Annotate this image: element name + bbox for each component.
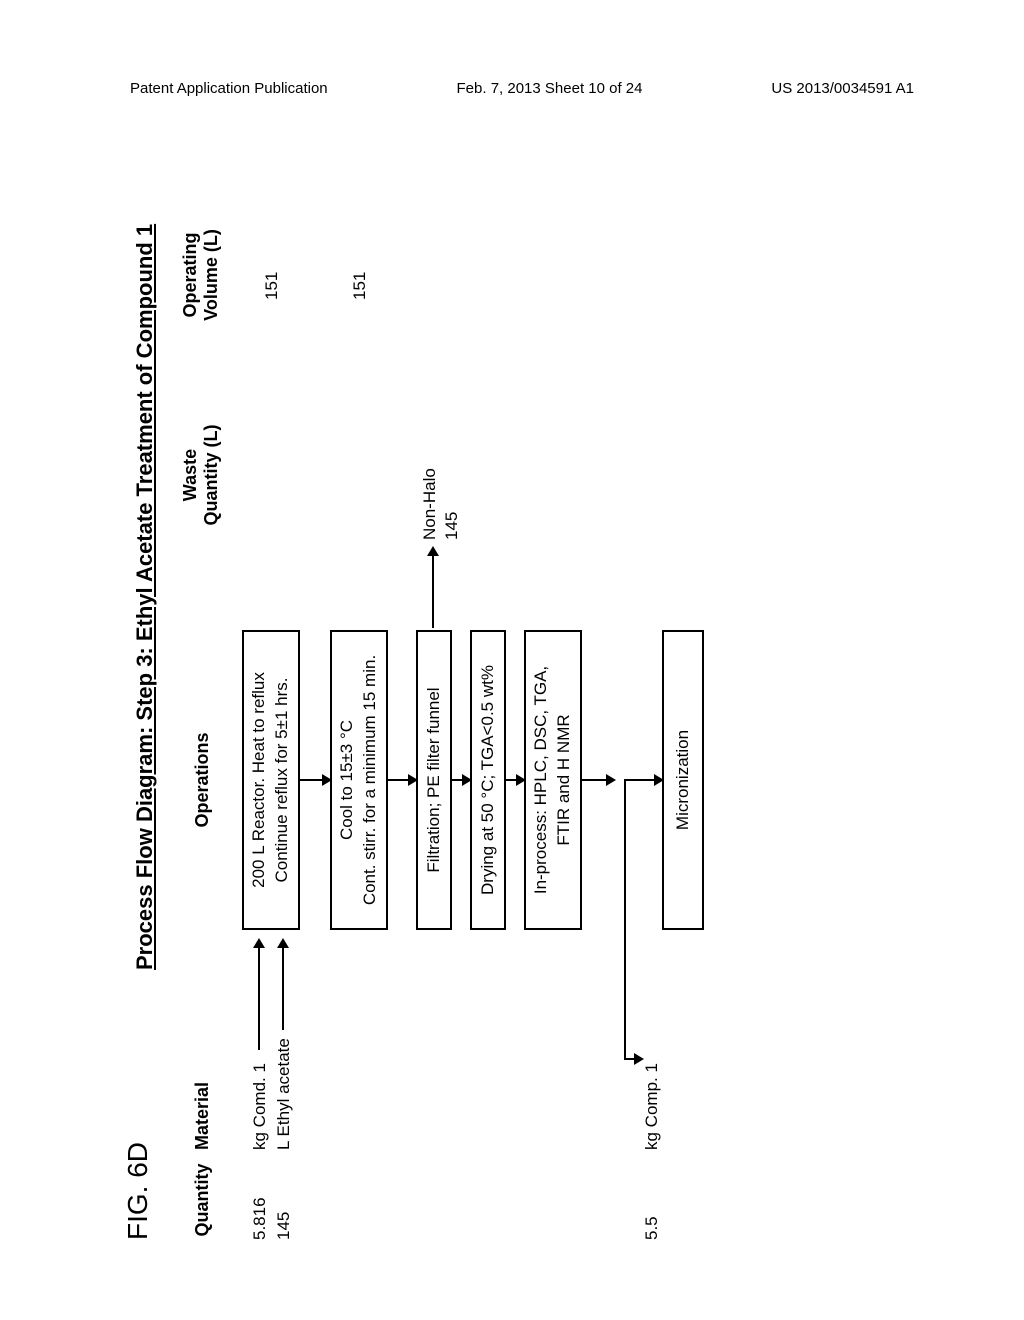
op6-line1: Micronization	[672, 730, 695, 830]
col-header-waste: Waste Quantity (L)	[180, 410, 222, 540]
page-header: Patent Application Publication Feb. 7, 2…	[0, 80, 1024, 97]
header-right: US 2013/0034591 A1	[771, 80, 914, 97]
col-header-operations: Operations	[192, 630, 213, 930]
arrow-op5-down	[582, 779, 614, 781]
output-mat: kg Comp. 1	[642, 1063, 662, 1150]
arrow-waste	[432, 548, 434, 628]
arrow-branch-down	[624, 1058, 642, 1060]
op5-line2: FTIR and H NMR	[553, 714, 576, 845]
col-header-material: Material	[192, 1030, 213, 1150]
waste-value: 145	[442, 512, 462, 540]
arrow-op5-op6	[624, 779, 662, 781]
header-center: Feb. 7, 2013 Sheet 10 of 24	[457, 80, 643, 97]
rotated-figure: FIG. 6D Process Flow Diagram: Step 3: Et…	[122, 160, 902, 1260]
op3-line1: Filtration; PE filter funnel	[423, 687, 446, 872]
opvol-1: 151	[350, 272, 370, 300]
col-header-operating: Operating Volume (L)	[180, 210, 222, 340]
op4-line1: Drying at 50 °C; TGA<0.5 wt%	[477, 665, 500, 895]
arrow-op1-op2	[300, 779, 330, 781]
diagram-title: Process Flow Diagram: Step 3: Ethyl Acet…	[132, 224, 158, 970]
op-box-1: 200 L Reactor. Heat to reflux Continue r…	[242, 630, 300, 930]
input-qty-1: 145	[274, 1212, 294, 1240]
opvol-0: 151	[262, 272, 282, 300]
figure-label: FIG. 6D	[122, 1142, 154, 1240]
header-left: Patent Application Publication	[130, 80, 328, 97]
arrow-op3-op4	[452, 779, 470, 781]
arrow-input-1	[282, 940, 284, 1030]
output-qty: 5.5	[642, 1216, 662, 1240]
op-box-3: Filtration; PE filter funnel	[416, 630, 452, 930]
input-mat-0: kg Comd. 1	[250, 1063, 270, 1150]
branch-horizontal	[624, 781, 626, 1060]
input-mat-1: L Ethyl acetate	[274, 1038, 294, 1150]
col-header-quantity: Quantity	[192, 1160, 213, 1240]
op1-line1: 200 L Reactor. Heat to reflux	[248, 672, 271, 888]
op5-line1: In-process: HPLC, DSC, TGA,	[530, 666, 553, 894]
op-box-5: In-process: HPLC, DSC, TGA, FTIR and H N…	[524, 630, 582, 930]
input-qty-0: 5.816	[250, 1197, 270, 1240]
op-box-4: Drying at 50 °C; TGA<0.5 wt%	[470, 630, 506, 930]
op2-line1: Cool to 15±3 °C	[336, 720, 359, 840]
op-box-6: Micronization	[662, 630, 704, 930]
op-box-2: Cool to 15±3 °C Cont. stirr. for a minim…	[330, 630, 388, 930]
op2-line2: Cont. stirr. for a minimum 15 min.	[359, 655, 382, 905]
arrow-op2-op3	[388, 779, 416, 781]
op1-line2: Continue reflux for 5±1 hrs.	[271, 678, 294, 883]
waste-label: Non-Halo	[420, 468, 440, 540]
arrow-op4-op5	[506, 779, 524, 781]
arrow-input-0	[258, 940, 260, 1050]
